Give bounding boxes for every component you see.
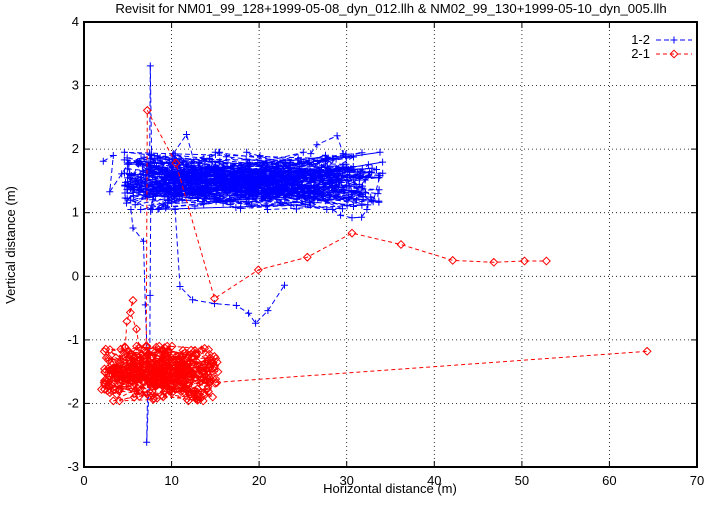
diamond-marker-icon: [669, 49, 679, 59]
key-path-polyline: [130, 209, 152, 443]
legend-entry-1-2: 1-2: [631, 32, 692, 47]
series-markers-1-2: [99, 62, 387, 446]
y-tick-label: -3: [67, 459, 79, 474]
key-path-polyline: [310, 135, 344, 154]
y-axis-label: Vertical distance (m): [3, 186, 18, 304]
series-layer: [96, 62, 652, 446]
key-path-polyline: [332, 209, 368, 219]
x-tick-label: 70: [690, 473, 704, 488]
series-2-1: [96, 105, 652, 406]
x-tick-label: 30: [339, 473, 353, 488]
key-path-polyline: [172, 133, 199, 175]
y-tick-label: 3: [72, 78, 79, 93]
x-tick-label: 20: [252, 473, 266, 488]
x-axis-label: Horizontal distance (m): [323, 481, 457, 496]
series-1-2: [99, 62, 387, 446]
x-tick-label: 10: [164, 473, 178, 488]
legend: 1-2 2-1: [631, 32, 692, 61]
legend-entry-2-1: 2-1: [631, 46, 692, 61]
plot-border: [83, 21, 698, 468]
y-tick-label: 2: [72, 141, 79, 156]
y-tick-label: 0: [72, 268, 79, 283]
key-path-polyline: [145, 110, 547, 356]
y-tick-label: 1: [72, 205, 79, 220]
x-tick-label: 50: [515, 473, 529, 488]
x-tick-label: 60: [602, 473, 616, 488]
x-tick-label: 40: [427, 473, 441, 488]
plus-marker-icon: [670, 36, 678, 44]
x-tick-label: 0: [80, 473, 87, 488]
key-path-polyline: [118, 350, 648, 390]
grid-layer: [84, 22, 697, 467]
y-tick-label: -2: [67, 395, 79, 410]
key-path-polyline: [174, 209, 285, 325]
series-markers-2-1: [96, 105, 652, 406]
legend-label-1-2: 1-2: [631, 32, 650, 47]
key-path-polyline: [124, 300, 140, 348]
legend-label-2-1: 2-1: [631, 46, 650, 61]
y-tick-label: -1: [67, 332, 79, 347]
y-tick-label: 4: [72, 14, 79, 29]
chart-title: Revisit for NM01_99_128+1999-05-08_dyn_0…: [115, 1, 666, 16]
